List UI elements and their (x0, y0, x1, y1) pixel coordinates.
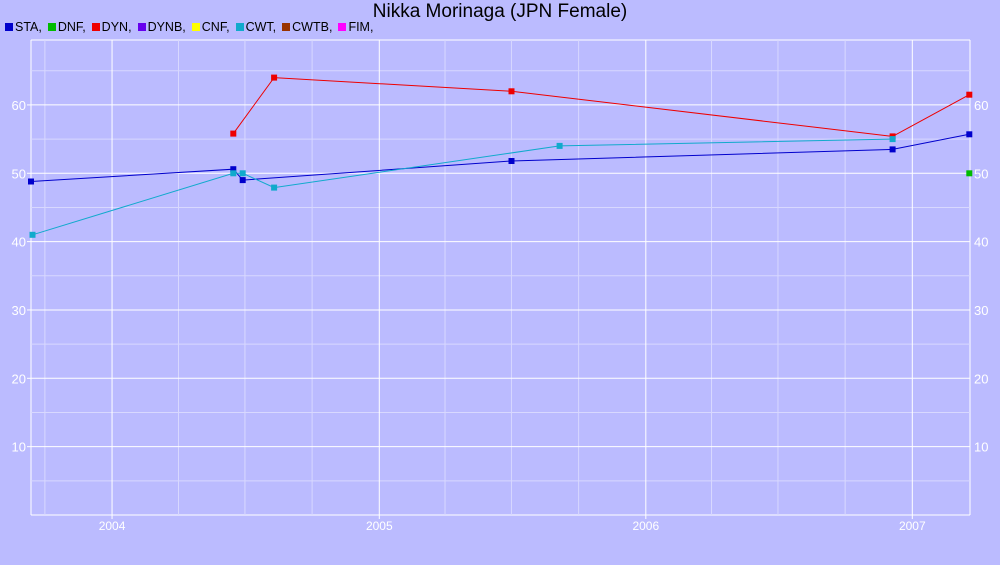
y-tick-label-right: 60 (974, 98, 988, 113)
y-tick-label-left: 30 (12, 303, 26, 318)
legend-item-cwtb: CWTB, (282, 20, 332, 34)
legend-swatch (282, 23, 291, 31)
legend-item-dnf: DNF, (47, 20, 86, 34)
legend-separator: , (226, 20, 230, 34)
y-tick-label-right: 50 (974, 166, 988, 181)
legend-separator: , (128, 20, 132, 34)
data-point-sta (508, 158, 515, 164)
data-point-sta (889, 146, 896, 153)
legend-separator: , (369, 20, 374, 34)
y-tick-label-left: 10 (12, 440, 26, 455)
legend-swatch (47, 23, 56, 31)
y-tick-label-left: 50 (12, 166, 26, 181)
legend-item-sta: STA, (5, 20, 42, 34)
legend-label: CWT (245, 20, 273, 34)
data-point-cwt (556, 142, 563, 149)
legend-label: DYNB (147, 20, 183, 34)
data-point-cwt (29, 231, 36, 238)
legend-swatch (235, 23, 244, 31)
legend-label: DYN (101, 20, 129, 34)
legend-item-fim: FIM, (338, 20, 373, 34)
legend-separator: , (82, 20, 86, 34)
y-tick-label-right: 10 (974, 440, 988, 455)
data-point-dyn (966, 91, 973, 98)
x-tick-label: 2006 (632, 519, 659, 533)
data-point-dnf (966, 170, 973, 177)
legend-label: STA (15, 20, 39, 34)
y-tick-label-right: 30 (974, 303, 988, 318)
data-point-cwt (889, 136, 896, 143)
legend-label: FIM (348, 20, 370, 34)
data-point-cwt (230, 170, 237, 177)
legend-item-cnf: CNF, (191, 20, 230, 34)
legend-separator: , (182, 20, 186, 34)
y-tick-label-left: 60 (12, 98, 26, 113)
data-point-dyn (230, 130, 237, 137)
legend-label: CWTB (292, 20, 329, 34)
data-point-sta (239, 177, 246, 184)
legend-swatch (191, 23, 200, 31)
y-tick-label-left: 40 (12, 235, 26, 250)
data-point-cwt (271, 184, 278, 191)
x-tick-label: 2004 (99, 519, 126, 533)
data-point-sta (28, 178, 34, 185)
legend-swatch (5, 23, 13, 31)
legend-item-dynb: DYNB, (137, 20, 186, 34)
legend-item-cwt: CWT, (235, 20, 277, 34)
legend-swatch (338, 23, 347, 31)
series-line-sta (30, 133, 970, 182)
x-tick-label: 2005 (366, 519, 393, 533)
legend-item-dyn: DYN, (91, 20, 132, 34)
data-point-dyn (508, 88, 515, 95)
y-tick-label-right: 40 (974, 235, 988, 250)
data-point-sta (966, 131, 973, 138)
series-line-cwt (32, 138, 893, 236)
legend-separator: , (272, 20, 277, 34)
legend-label: CNF (201, 20, 227, 34)
data-point-dyn (271, 74, 278, 81)
legend-separator: , (328, 20, 333, 34)
legend-separator: , (38, 20, 42, 34)
legend-label: DNF (57, 20, 83, 34)
x-tick-label: 2007 (899, 519, 926, 533)
y-tick-label-right: 20 (974, 371, 988, 386)
y-tick-label-left: 20 (12, 371, 26, 386)
series-line-dyn (232, 77, 970, 137)
legend-swatch (91, 23, 100, 31)
legend: STA, DNF, DYN, DYNB, CNF, CWT, CWTB, FIM, (5, 20, 379, 34)
chart-title: Nikka Morinaga (JPN Female) (372, 1, 628, 22)
data-point-cwt (239, 170, 246, 177)
legend-swatch (137, 23, 146, 31)
data-point-sta (230, 166, 237, 173)
